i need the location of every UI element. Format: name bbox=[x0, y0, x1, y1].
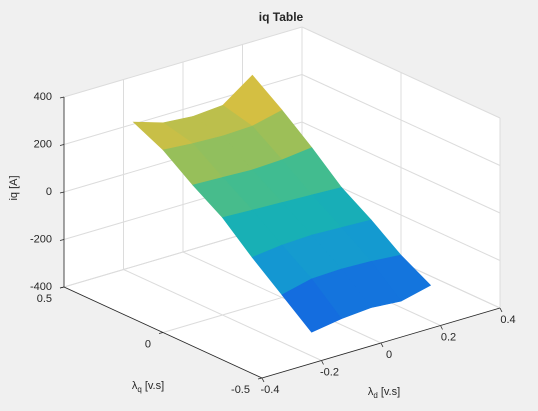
x-tick-label: 0 bbox=[386, 349, 392, 361]
surface-patch bbox=[281, 278, 342, 333]
x-tick-label: 0.2 bbox=[441, 331, 456, 343]
tick-mark bbox=[257, 377, 263, 380]
z-tick-label: 400 bbox=[34, 91, 52, 103]
z-tick-label: 200 bbox=[34, 138, 52, 150]
tick-mark bbox=[321, 360, 324, 365]
y-tick-label: 0 bbox=[145, 338, 151, 350]
tick-mark bbox=[59, 144, 65, 146]
x-tick-label: -0.2 bbox=[320, 366, 339, 378]
tick-mark bbox=[440, 325, 443, 330]
tick-mark bbox=[261, 377, 265, 383]
grid-line bbox=[63, 74, 303, 145]
z-tick-label: -200 bbox=[30, 233, 52, 245]
z-tick-label: 0 bbox=[46, 186, 52, 198]
grid-line bbox=[63, 26, 303, 98]
y-tick-label: 0.5 bbox=[37, 293, 52, 305]
grid-line bbox=[301, 121, 501, 214]
y-tick-label: -0.5 bbox=[231, 384, 250, 396]
grid-line bbox=[301, 26, 501, 119]
z-tick-label: -400 bbox=[30, 281, 52, 293]
tick-mark bbox=[158, 332, 164, 334]
tick-mark bbox=[499, 307, 503, 313]
z-axis-label: iq [A] bbox=[8, 175, 20, 200]
grid-line bbox=[301, 74, 501, 166]
x-tick-label: 0.4 bbox=[500, 314, 515, 326]
y-axis-label: λq [v.s] bbox=[132, 380, 164, 394]
x-tick-label: -0.4 bbox=[261, 384, 280, 396]
y-axis-line bbox=[63, 286, 263, 379]
tick-mark bbox=[59, 191, 65, 194]
x-axis-line bbox=[261, 307, 501, 379]
tick-mark bbox=[59, 96, 65, 99]
chart-title: iq Table bbox=[259, 10, 304, 24]
x-axis-label: λd [v.s] bbox=[368, 386, 400, 400]
tick-mark bbox=[59, 239, 65, 241]
tick-mark bbox=[380, 342, 384, 348]
tick-mark bbox=[59, 286, 65, 289]
